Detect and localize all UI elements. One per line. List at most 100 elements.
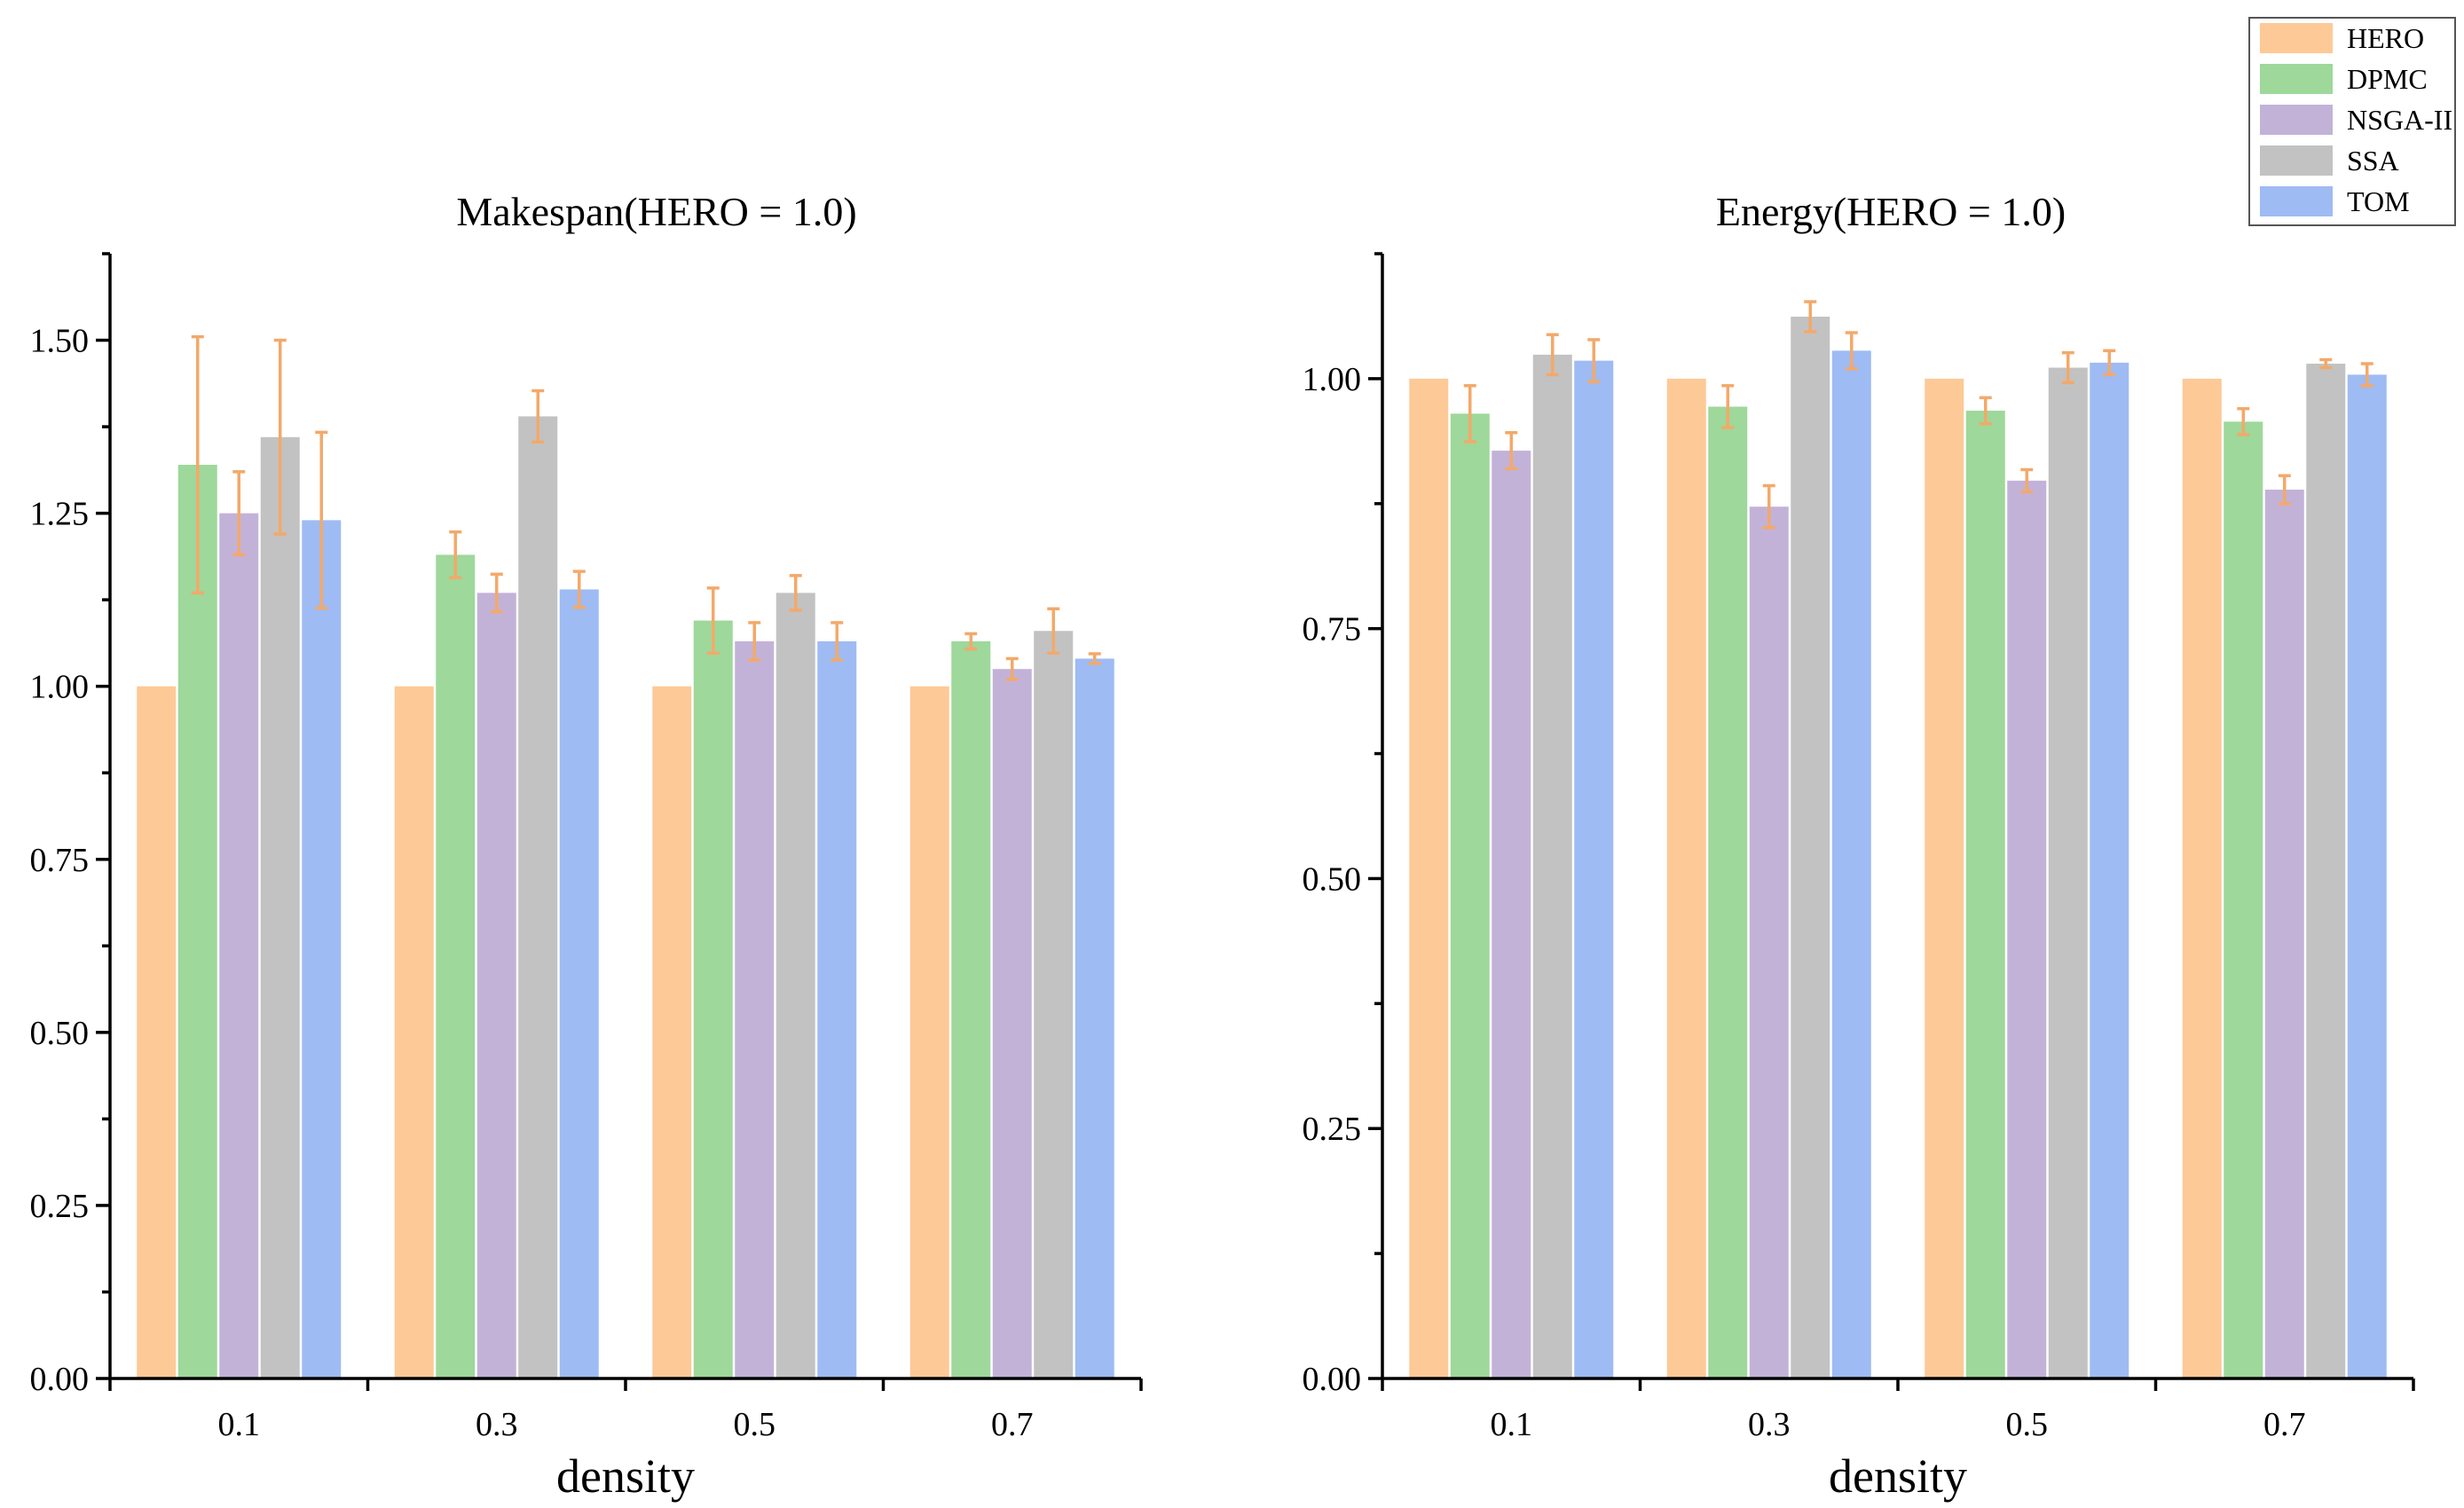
legend-item-dpmc: DPMC (2260, 63, 2428, 95)
energy-ytick-label-0.75: 0.75 (1303, 611, 1362, 648)
makespan-bar-ssa-0.3 (518, 416, 558, 1378)
makespan-ytick-label-0.25: 0.25 (30, 1188, 90, 1225)
energy-bar-nsga-ii-0.3 (1749, 507, 1789, 1378)
energy-bar-hero-0.3 (1666, 378, 1706, 1378)
makespan-chart: Makespan(HERO = 1.0) 0.1 0.3 0.5 0.7 0.00 0.25… (30, 189, 1143, 1503)
energy-errorbar-nsga-ii-0.5 (2020, 467, 2034, 494)
makespan-bar-nsga-ii-0.7 (992, 669, 1032, 1378)
makespan-ytick-label-1.25: 1.25 (30, 496, 90, 533)
energy-bar-ssa-0.1 (1532, 354, 1572, 1378)
makespan-errorbar-ssa-0.3 (531, 389, 545, 444)
makespan-xtick-label-0.1: 0.1 (218, 1406, 261, 1443)
energy-errorbar-dpmc-0.7 (2237, 406, 2250, 436)
energy-ytick-label-1.00: 1.00 (1303, 361, 1362, 398)
makespan-ytick-label-0.00: 0.00 (30, 1361, 90, 1398)
legend-item-hero: HERO (2260, 22, 2424, 54)
energy-bar-ssa-0.7 (2306, 363, 2346, 1379)
legend: HERO DPMC NSGA-II SSA TOM (2248, 17, 2456, 226)
energy-errorbar-ssa-0.7 (2319, 357, 2333, 370)
energy-xtick-label-0.3: 0.3 (1748, 1406, 1791, 1443)
makespan-errorbar-ssa-0.5 (789, 574, 802, 612)
makespan-errorbar-dpmc-0.7 (964, 632, 978, 651)
energy-errorbar-nsga-ii-0.3 (1762, 483, 1775, 530)
makespan-axes (96, 252, 1143, 1391)
legend-item-tom: TOM (2260, 185, 2410, 217)
makespan-bar-tom-0.7 (1075, 658, 1114, 1378)
energy-xtick-label-0.7: 0.7 (2263, 1406, 2306, 1443)
makespan-bar-dpmc-0.5 (693, 620, 733, 1378)
makespan-errorbar-nsga-ii-0.1 (232, 470, 246, 557)
energy-errorbar-ssa-0.3 (1804, 300, 1817, 334)
makespan-errorbar-dpmc-0.1 (191, 334, 204, 595)
makespan-bar-hero-0.1 (137, 686, 177, 1378)
legend-swatch (2260, 105, 2333, 135)
energy-xtick-label-0.5: 0.5 (2006, 1406, 2049, 1443)
makespan-ytick-label-1.50: 1.50 (30, 323, 90, 360)
legend-swatch (2260, 64, 2333, 94)
makespan-xtick-label-0.7: 0.7 (991, 1406, 1034, 1443)
makespan-ytick-label-0.75: 0.75 (30, 842, 90, 879)
energy-ytick-label-0.25: 0.25 (1303, 1111, 1362, 1148)
makespan-bar-nsga-ii-0.5 (735, 640, 775, 1378)
energy-bar-nsga-ii-0.7 (2264, 489, 2304, 1378)
makespan-bar-tom-0.5 (817, 640, 857, 1378)
legend-swatch (2260, 186, 2333, 216)
makespan-errorbar-nsga-ii-0.5 (748, 621, 761, 662)
makespan-bar-tom-0.1 (302, 520, 342, 1378)
energy-bar-dpmc-0.5 (1965, 410, 2005, 1379)
makespan-bar-ssa-0.7 (1034, 631, 1074, 1378)
energy-title: Energy(HERO = 1.0) (1716, 189, 2066, 234)
legend-label: SSA (2347, 145, 2399, 177)
energy-bar-nsga-ii-0.5 (2007, 480, 2047, 1378)
energy-bar-hero-0.5 (1925, 378, 1964, 1378)
makespan-bar-dpmc-0.3 (436, 554, 476, 1378)
energy-errorbar-ssa-0.1 (1546, 333, 1559, 377)
energy-bar-ssa-0.3 (1791, 317, 1830, 1378)
makespan-xtick-label-0.3: 0.3 (476, 1406, 518, 1443)
legend-item-nsga-ii: NSGA-II (2260, 104, 2452, 136)
energy-axes (1368, 252, 2415, 1391)
legend-label: DPMC (2347, 63, 2428, 95)
legend-item-ssa: SSA (2260, 145, 2399, 177)
energy-bar-dpmc-0.1 (1450, 413, 1490, 1378)
energy-bar-tom-0.3 (1831, 350, 1871, 1378)
energy-bar-nsga-ii-0.1 (1492, 451, 1531, 1378)
energy-errorbar-tom-0.3 (1845, 331, 1858, 371)
energy-errorbar-dpmc-0.1 (1463, 384, 1476, 444)
energy-chart: Energy(HERO = 1.0) 0.1 0.3 0.5 0.7 0.00 0.25 0.… (1303, 189, 2415, 1503)
makespan-errorbar-tom-0.7 (1088, 652, 1101, 665)
makespan-bar-nsga-ii-0.1 (219, 513, 259, 1378)
makespan-errorbar-tom-0.3 (572, 569, 586, 609)
makespan-ytick-label-0.50: 0.50 (30, 1015, 90, 1052)
makespan-errorbar-nsga-ii-0.7 (1005, 656, 1019, 681)
makespan-errorbar-dpmc-0.5 (706, 586, 720, 655)
energy-errorbar-nsga-ii-0.7 (2278, 474, 2291, 506)
makespan-bar-ssa-0.5 (775, 593, 815, 1378)
makespan-bar-hero-0.7 (909, 686, 949, 1378)
energy-bar-hero-0.1 (1409, 378, 1449, 1378)
energy-bar-hero-0.7 (2182, 378, 2222, 1378)
energy-errorbar-dpmc-0.3 (1721, 384, 1735, 429)
energy-errorbar-tom-0.1 (1587, 338, 1601, 384)
makespan-xtick-label-0.5: 0.5 (734, 1406, 776, 1443)
energy-errorbar-dpmc-0.5 (1979, 396, 1992, 426)
makespan-xlabel: density (556, 1449, 695, 1503)
makespan-bar-hero-0.3 (394, 686, 434, 1378)
legend-swatch (2260, 145, 2333, 176)
makespan-errorbar-tom-0.5 (831, 621, 844, 662)
makespan-bar-ssa-0.1 (260, 436, 300, 1379)
energy-errorbar-tom-0.7 (2360, 362, 2373, 388)
makespan-bar-dpmc-0.1 (177, 464, 217, 1378)
makespan-errorbar-nsga-ii-0.3 (490, 572, 503, 614)
makespan-bar-tom-0.3 (559, 589, 599, 1378)
legend-label: HERO (2347, 22, 2424, 54)
makespan-ytick-label-1.00: 1.00 (30, 669, 90, 706)
legend-label: NSGA-II (2347, 104, 2452, 136)
makespan-errorbar-ssa-0.1 (273, 338, 287, 536)
makespan-errorbar-ssa-0.7 (1047, 607, 1060, 655)
energy-bar-tom-0.7 (2347, 374, 2387, 1379)
makespan-title: Makespan(HERO = 1.0) (456, 189, 856, 234)
energy-bar-ssa-0.5 (2048, 367, 2088, 1378)
energy-xlabel: density (1829, 1449, 1967, 1503)
